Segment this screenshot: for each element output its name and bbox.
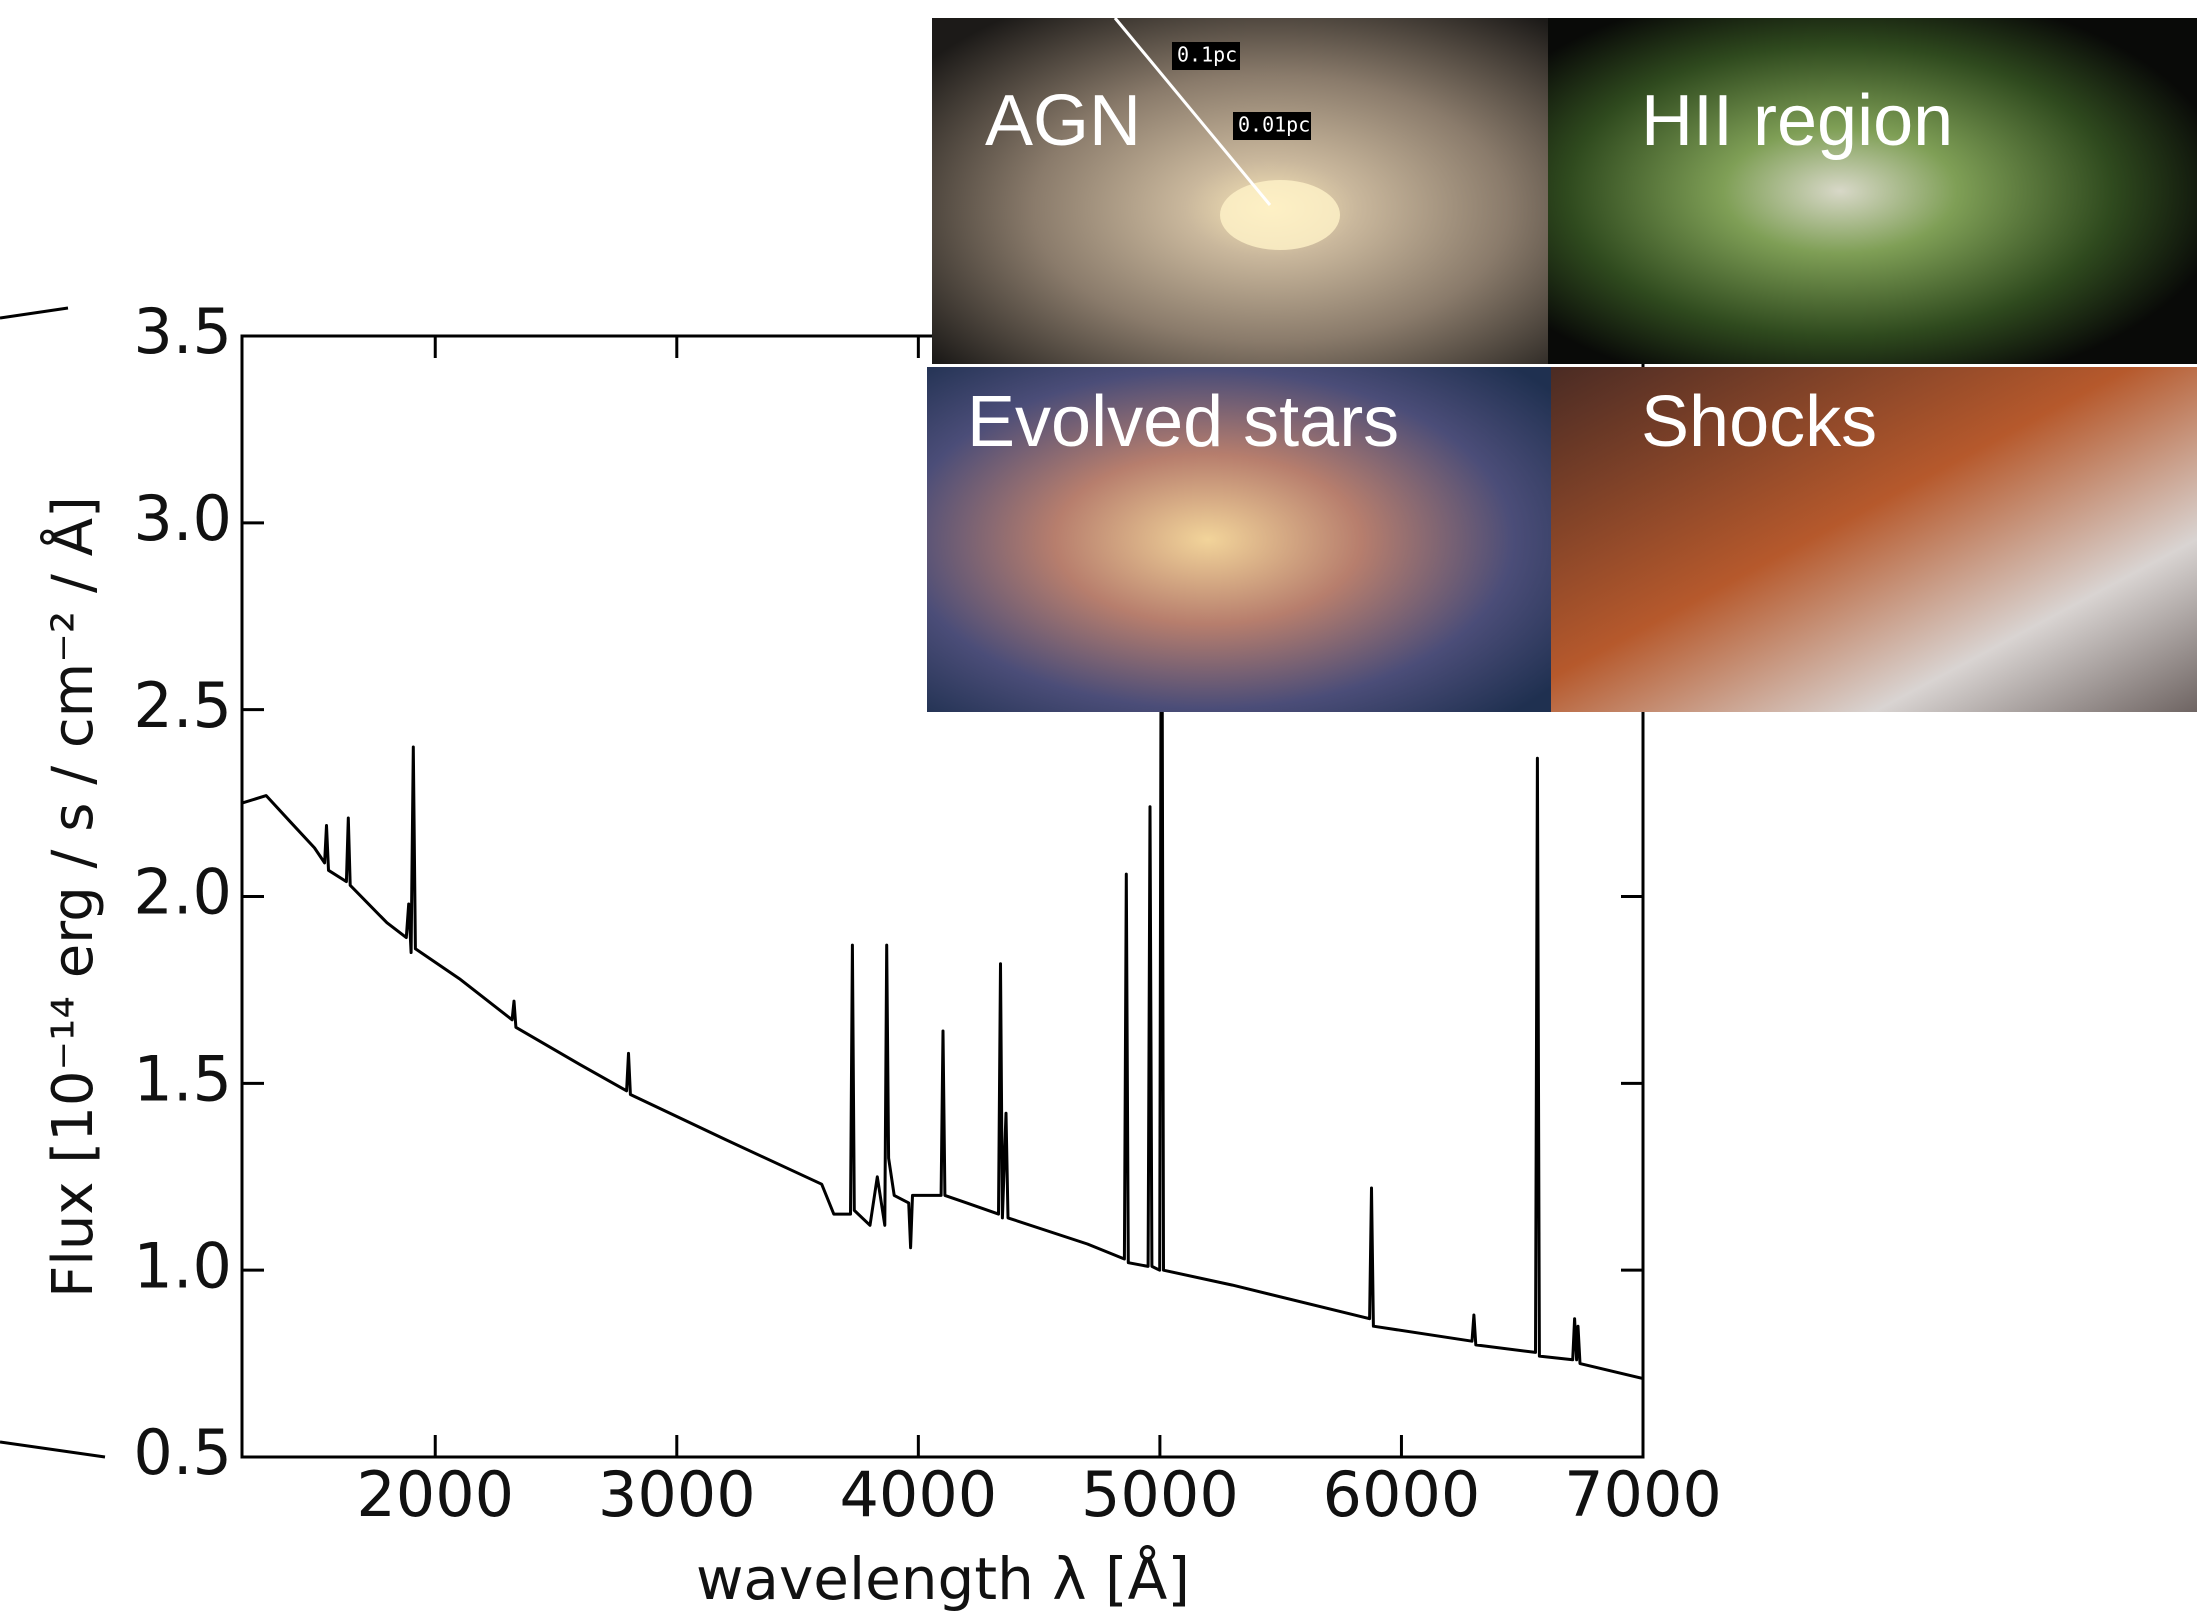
evolved-image: [927, 367, 1551, 712]
panel-label: Shocks: [1641, 382, 1877, 462]
scale-box: [1172, 42, 1240, 70]
spectrum-line: [242, 409, 1643, 1380]
zoom-line: [0, 306, 69, 320]
y-tick-label: 0.5: [133, 1416, 232, 1489]
plot: 0.5 1.0 1.5 2.0 2.5 3.0 3.5 2000 3000 4000 5000 600…: [133, 295, 1722, 1531]
y-tick-label: 2.5: [133, 669, 232, 742]
y-tick-label: 1.5: [133, 1042, 232, 1115]
panel-label: Evolved stars: [967, 382, 1399, 462]
agn-scale-bar: [1113, 17, 1272, 206]
x-tick-label: 2000: [356, 1458, 514, 1531]
y-tick-label: 3.0: [133, 482, 232, 555]
zoom-line: [0, 1440, 106, 1459]
scale-label: 0.1pc: [1177, 43, 1237, 67]
panel-label: HII region: [1641, 81, 1953, 161]
y-tick-label: 2.0: [133, 856, 232, 929]
x-tick-label: 5000: [1081, 1458, 1239, 1531]
image-panels: 0.1pc 0.01pc AGN HII region Evolved star…: [927, 17, 2197, 712]
x-tick-label: 7000: [1564, 1458, 1722, 1531]
y-tick-label: 1.0: [133, 1229, 232, 1302]
y-tick-label: 3.5: [133, 295, 232, 368]
x-tick-label: 6000: [1323, 1458, 1481, 1531]
shocks-image: [1551, 367, 2197, 712]
agn-core: [1220, 180, 1340, 250]
x-axis-label: wavelength λ [Å]: [696, 1544, 1190, 1613]
x-tick-label: 3000: [598, 1458, 756, 1531]
y-axis-label: Flux [10⁻¹⁴ erg / s / cm⁻² / Å]: [40, 496, 106, 1298]
x-tick-label: 4000: [839, 1458, 997, 1531]
panel-label: AGN: [985, 81, 1141, 161]
scale-box: [1233, 112, 1311, 140]
scale-label: 0.01pc: [1238, 113, 1310, 137]
hii-image: [1548, 18, 2197, 364]
